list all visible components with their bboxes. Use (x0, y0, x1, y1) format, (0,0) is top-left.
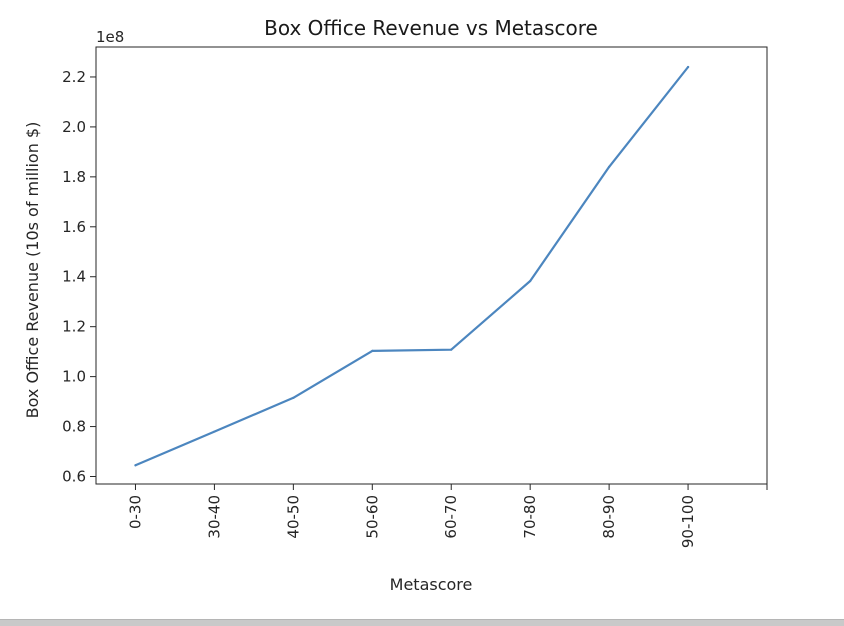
y-tick-label: 1.0 (62, 368, 86, 386)
x-tick-label: 80-90 (600, 495, 618, 539)
window-bottom-bar (0, 619, 844, 626)
x-tick-label: 90-100 (679, 495, 697, 548)
y-axis-ticks: 0.6 0.8 1.0 1.2 1.4 1.6 1.8 2.0 2.2 (62, 68, 96, 486)
x-tick-label: 40-50 (284, 495, 302, 539)
x-axis-ticks: 0-30 30-40 40-50 50-60 60-70 70-80 80-90 90-100 (126, 484, 768, 548)
y-tick-label: 1.2 (62, 318, 86, 336)
y-axis-offset-label: 1e8 (96, 28, 124, 46)
y-tick-label: 2.0 (62, 118, 86, 136)
y-tick-label: 1.6 (62, 218, 86, 236)
x-axis-title: Metascore (390, 575, 473, 594)
series-line-0 (134, 65, 690, 467)
y-tick-label: 0.6 (62, 468, 86, 486)
y-tick-label: 1.8 (62, 168, 86, 186)
data-point (134, 464, 137, 467)
y-axis-title: Box Office Revenue (10s of million $) (23, 122, 42, 419)
series-layer (134, 65, 690, 467)
data-point (371, 349, 374, 353)
x-tick-label: 30-40 (205, 495, 223, 539)
y-tick-label: 1.4 (62, 268, 86, 286)
data-point (686, 65, 690, 69)
data-point (292, 396, 295, 399)
data-point (529, 279, 532, 283)
x-tick-label: 60-70 (442, 495, 460, 539)
y-tick-label: 2.2 (62, 68, 86, 86)
data-point (608, 165, 611, 168)
chart-title: Box Office Revenue vs Metascore (264, 16, 598, 40)
plot-area-frame (95, 46, 768, 485)
data-point (213, 430, 216, 433)
x-tick-label: 50-60 (363, 495, 381, 539)
x-tick-label: 70-80 (521, 495, 539, 539)
x-tick-label: 0-30 (126, 495, 144, 529)
y-tick-label: 0.8 (62, 418, 86, 436)
data-point (450, 348, 453, 351)
